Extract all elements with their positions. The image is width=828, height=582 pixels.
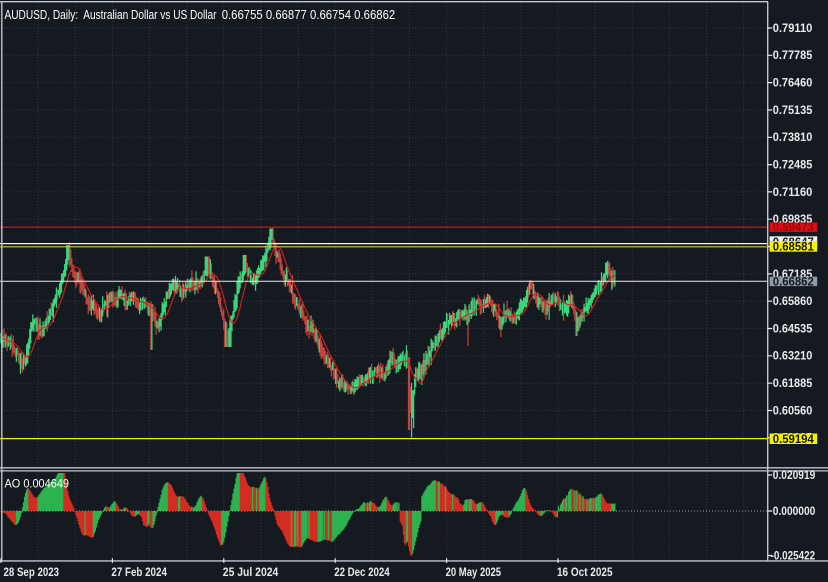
svg-text:AUDUSD, Daily: Australian Dol: AUDUSD, Daily: Australian Dollar vs US D…: [5, 8, 217, 22]
svg-text:20 May 2025: 20 May 2025: [446, 567, 502, 579]
svg-text:27 Feb 2024: 27 Feb 2024: [111, 567, 167, 579]
svg-text:0.76460: 0.76460: [773, 78, 813, 90]
svg-text:0.75135: 0.75135: [773, 105, 813, 117]
svg-text:25 Jul 2024: 25 Jul 2024: [223, 567, 279, 579]
svg-text:0.66862: 0.66862: [773, 276, 814, 288]
svg-text:0.68581: 0.68581: [773, 241, 815, 253]
svg-text:0.73810: 0.73810: [773, 132, 813, 144]
svg-text:0.69473: 0.69473: [773, 222, 814, 234]
svg-text:AO 0.004649: AO 0.004649: [5, 477, 70, 491]
svg-text:22 Dec 2024: 22 Dec 2024: [334, 567, 390, 579]
svg-text:0.77785: 0.77785: [773, 50, 813, 62]
svg-text:0.000000: 0.000000: [773, 506, 816, 518]
svg-text:0.61885: 0.61885: [773, 378, 813, 390]
svg-text:0.59194: 0.59194: [773, 434, 815, 446]
svg-text:0.66755 0.66877 0.66754 0.6686: 0.66755 0.66877 0.66754 0.66862: [222, 8, 396, 22]
svg-text:0.64535: 0.64535: [773, 323, 813, 335]
svg-text:0.71160: 0.71160: [773, 187, 813, 199]
svg-text:0.72485: 0.72485: [773, 160, 813, 172]
svg-text:16 Oct 2025: 16 Oct 2025: [557, 567, 613, 579]
svg-text:0.79110: 0.79110: [773, 23, 813, 35]
svg-text:-0.025422: -0.025422: [771, 550, 816, 562]
svg-text:28 Sep 2023: 28 Sep 2023: [4, 567, 60, 579]
svg-text:0.60560: 0.60560: [773, 405, 813, 417]
svg-text:0.63210: 0.63210: [773, 351, 813, 363]
svg-text:0.020919: 0.020919: [773, 470, 816, 482]
svg-text:0.65860: 0.65860: [773, 296, 813, 308]
